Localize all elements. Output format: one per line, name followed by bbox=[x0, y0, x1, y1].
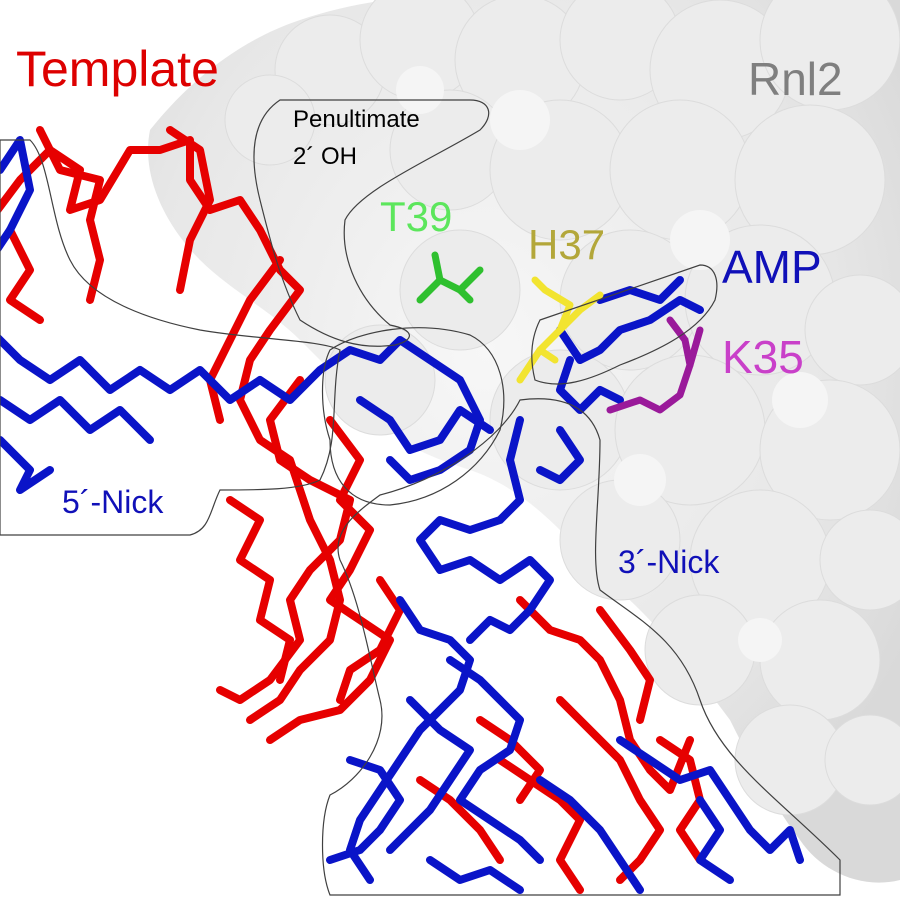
amp-binding-outline bbox=[531, 264, 718, 385]
h37-residue-sticks bbox=[516, 276, 604, 384]
k35-residue-sticks bbox=[606, 316, 704, 414]
t39-residue-sticks bbox=[416, 251, 484, 304]
region-outlines bbox=[0, 99, 841, 896]
t39-label: T39 bbox=[380, 193, 453, 240]
template-rna-strand bbox=[0, 126, 704, 894]
template-label: Template bbox=[16, 41, 219, 97]
nicked-rna-strand bbox=[0, 136, 804, 894]
amp-label: AMP bbox=[722, 241, 822, 293]
penultimate-label-line2: 2´ OH bbox=[293, 143, 358, 170]
rnl2-label: Rnl2 bbox=[748, 53, 843, 105]
nick5-outline bbox=[0, 139, 341, 536]
nick3-label: 3´-Nick bbox=[618, 544, 720, 580]
penultimate-outline bbox=[253, 99, 490, 347]
rnl2-protein-surface bbox=[148, 0, 900, 883]
k35-label: K35 bbox=[722, 331, 804, 383]
loop-outline bbox=[321, 327, 505, 506]
h37-label: H37 bbox=[528, 221, 606, 268]
nick5-label: 5´-Nick bbox=[62, 484, 164, 520]
nick3-outline bbox=[321, 398, 841, 896]
penultimate-label-line1: Penultimate bbox=[293, 106, 420, 133]
